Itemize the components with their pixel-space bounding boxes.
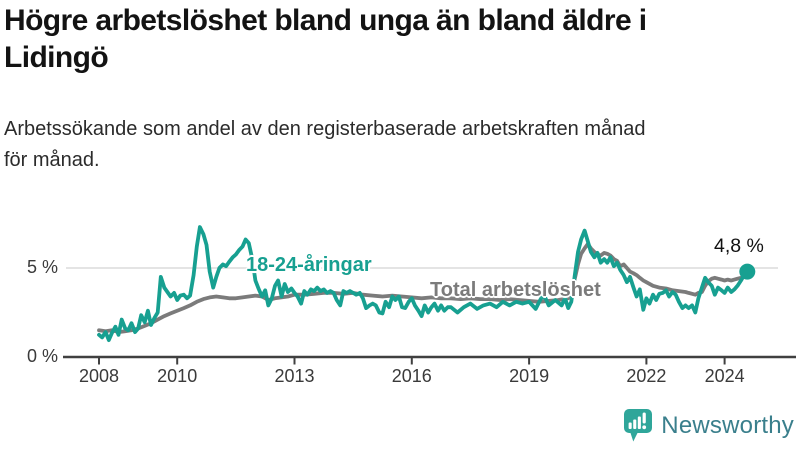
- chart-title: Högre arbetslöshet bland unga än bland ä…: [4, 2, 784, 76]
- series-line: [97, 242, 750, 335]
- x-tick-label-2024: 2024: [704, 366, 745, 386]
- endpoint-dot: [739, 263, 756, 280]
- newsworthy-logo: Newsworthy: [623, 408, 794, 443]
- newsworthy-bubble-bar-chart-icon: [624, 409, 653, 442]
- series-label-total-arbetsloshet: Total arbetslöshet: [430, 279, 601, 301]
- endpoint-value-label: 4,8 %: [714, 235, 764, 257]
- x-tick-label-2019: 2019: [509, 366, 550, 386]
- series-line: [97, 225, 750, 343]
- chart-subtitle-line2: för månad.: [4, 149, 100, 171]
- x-tick-label-2016: 2016: [391, 366, 432, 386]
- y-tick-label-0: 0 %: [26, 346, 58, 366]
- chart-subtitle-line1: Arbetssökande som andel av den registerb…: [4, 118, 646, 140]
- brand-name: Newsworthy: [661, 411, 794, 439]
- y-tick-label-5: 5 %: [26, 257, 58, 277]
- chart-title-line1: Högre arbetslöshet bland unga än bland ä…: [4, 4, 647, 37]
- chart-title-line2: Lidingö: [4, 41, 109, 74]
- chart-subtitle: Arbetssökande som andel av den registerb…: [4, 114, 784, 176]
- x-tick-label-2022: 2022: [626, 366, 667, 386]
- series-label-18-24-aringar: 18-24-åringar: [246, 254, 372, 276]
- x-tick-label-2008: 2008: [78, 366, 120, 386]
- x-tick-label-2010: 2010: [157, 366, 198, 386]
- x-tick-label-2013: 2013: [274, 366, 315, 386]
